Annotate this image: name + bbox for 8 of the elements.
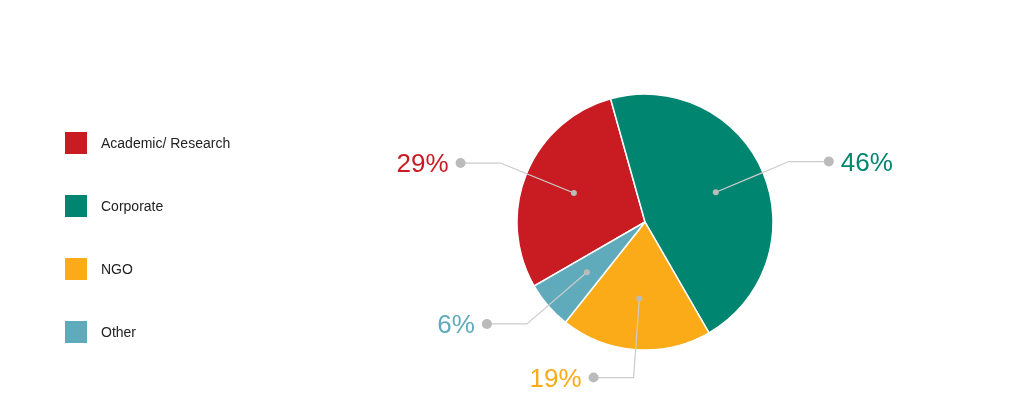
legend-label: Academic/ Research <box>101 135 231 151</box>
data-label: 19% <box>529 362 582 393</box>
legend-label: Corporate <box>101 198 164 214</box>
data-label: 6% <box>437 308 475 339</box>
legend-label: Other <box>101 324 137 340</box>
legend-label: NGO <box>101 261 133 277</box>
data-label: 29% <box>396 148 449 179</box>
data-label: 46% <box>840 146 893 177</box>
